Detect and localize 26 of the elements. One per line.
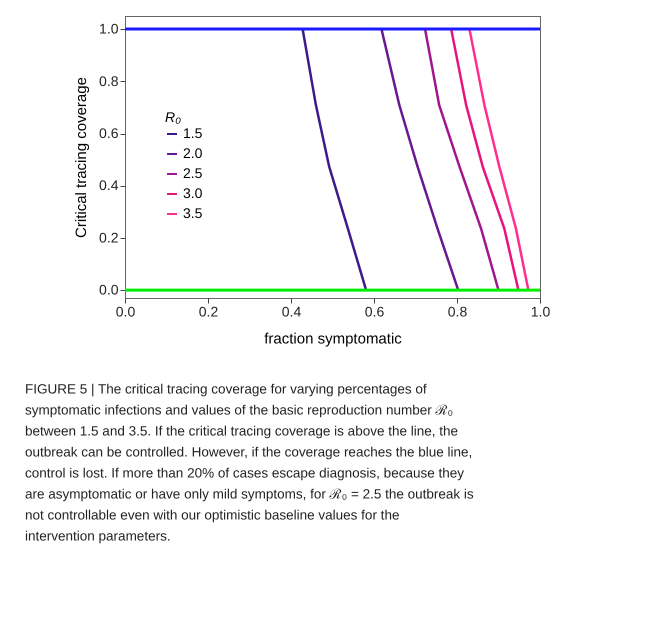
x-tick-label: 0.6 [364,304,384,320]
legend-label: 2.5 [183,165,203,181]
line-series [468,28,530,292]
x-tick-label: 0.8 [448,304,468,320]
y-tick-label: 0.2 [99,229,119,246]
y-tick-label: 0.8 [99,72,119,89]
x-tick-label: 0.2 [198,304,218,320]
y-tick-label: 0.4 [99,177,119,194]
y-tick-label: 1.0 [99,20,119,37]
y-tick-label: 0.0 [99,282,119,298]
y-tick-label: 0.6 [99,125,119,141]
x-tick-label: 1.0 [530,304,550,320]
legend-label: 3.0 [183,185,203,201]
x-tick-label: 0.0 [116,304,136,320]
line-series [380,28,460,292]
caption: FIGURE 5 | The critical tracing coverage for varying percentages of symptomatic infections and values of the basic reproduction number ℛ₀ between 1.5 and 3.5. If the critical tracing coverage is above the line, the outbreak can be controlled. However, if the coverage reaches the blue line, control is lost. If more than 20% of cases escape diagnosis, because they are asymptomatic or have only mild symptoms, for ℛ₀ = 2.5 the outbreak is not controllable even with our optimistic baseline values for the intervention parameters. [25,382,474,544]
legend-label: 3.5 [183,205,203,221]
y-axis-title: Critical tracing coverage [73,77,90,238]
line-series [301,28,368,292]
x-tick-label: 0.4 [282,304,302,320]
line-series [450,28,520,292]
legend-title: R₀ [165,109,182,125]
line-series [424,28,500,292]
legend-label: 1.5 [183,125,203,141]
x-axis-title: fraction symptomatic [264,330,402,348]
legend-label: 2.0 [183,145,203,161]
